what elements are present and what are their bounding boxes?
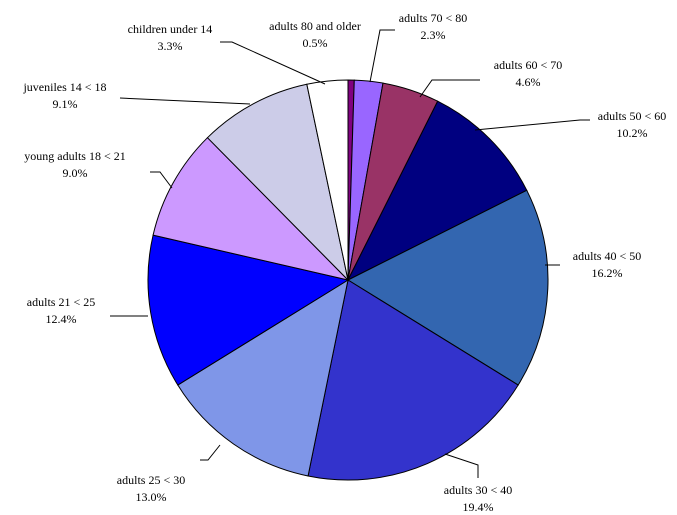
slice-percent-4: 16.2% — [592, 266, 623, 280]
slice-label-1: adults 70 < 80 — [399, 11, 467, 25]
slice-percent-6: 13.0% — [136, 490, 167, 504]
slice-percent-1: 2.3% — [421, 28, 446, 42]
slice-labels: adults 80 and older 0.5% adults 70 < 80 2.3… — [22, 11, 666, 514]
slice-percent-2: 4.6% — [516, 75, 541, 89]
pie-slice-3 — [346, 100, 528, 282]
slice-percent-10: 3.3% — [158, 39, 183, 53]
slice-label-8: young adults 18 < 21 — [24, 149, 125, 163]
leader-line-10 — [220, 41, 326, 85]
leader-line-8 — [150, 171, 173, 189]
slice-label-3: adults 50 < 60 — [598, 109, 666, 123]
leader-line-3 — [474, 119, 590, 131]
pie-slice-6 — [177, 278, 349, 477]
leader-line-9 — [119, 97, 251, 105]
pie-slice-5 — [307, 279, 519, 481]
slice-label-0: adults 80 and older — [269, 19, 361, 33]
leader-line-2 — [419, 79, 480, 98]
slice-label-2: adults 60 < 70 — [494, 58, 562, 72]
pie-slice-7 — [147, 234, 350, 386]
slice-percent-0: 0.5% — [303, 36, 328, 50]
pie-slice-4 — [346, 189, 549, 386]
slice-label-4: adults 40 < 50 — [573, 249, 641, 263]
pie-slices — [147, 79, 549, 481]
slice-label-10: children under 14 — [128, 22, 213, 36]
leader-lines — [110, 29, 590, 478]
slice-label-6: adults 25 < 30 — [117, 473, 185, 487]
slice-percent-5: 19.4% — [463, 500, 494, 514]
pie-slice-8 — [152, 136, 350, 281]
leader-line-1 — [369, 29, 395, 83]
slice-label-9: juveniles 14 < 18 — [22, 80, 106, 94]
pie-slice-10 — [306, 79, 349, 281]
slice-label-7: adults 21 < 25 — [27, 295, 95, 309]
slice-percent-9: 9.1% — [53, 97, 78, 111]
leader-line-5 — [444, 453, 479, 478]
slice-percent-3: 10.2% — [617, 126, 648, 140]
slice-label-5: adults 30 < 40 — [444, 483, 512, 497]
pie-slice-9 — [206, 83, 349, 282]
leader-line-6 — [200, 444, 221, 461]
slice-percent-8: 9.0% — [63, 166, 88, 180]
slice-percent-7: 12.4% — [46, 312, 77, 326]
